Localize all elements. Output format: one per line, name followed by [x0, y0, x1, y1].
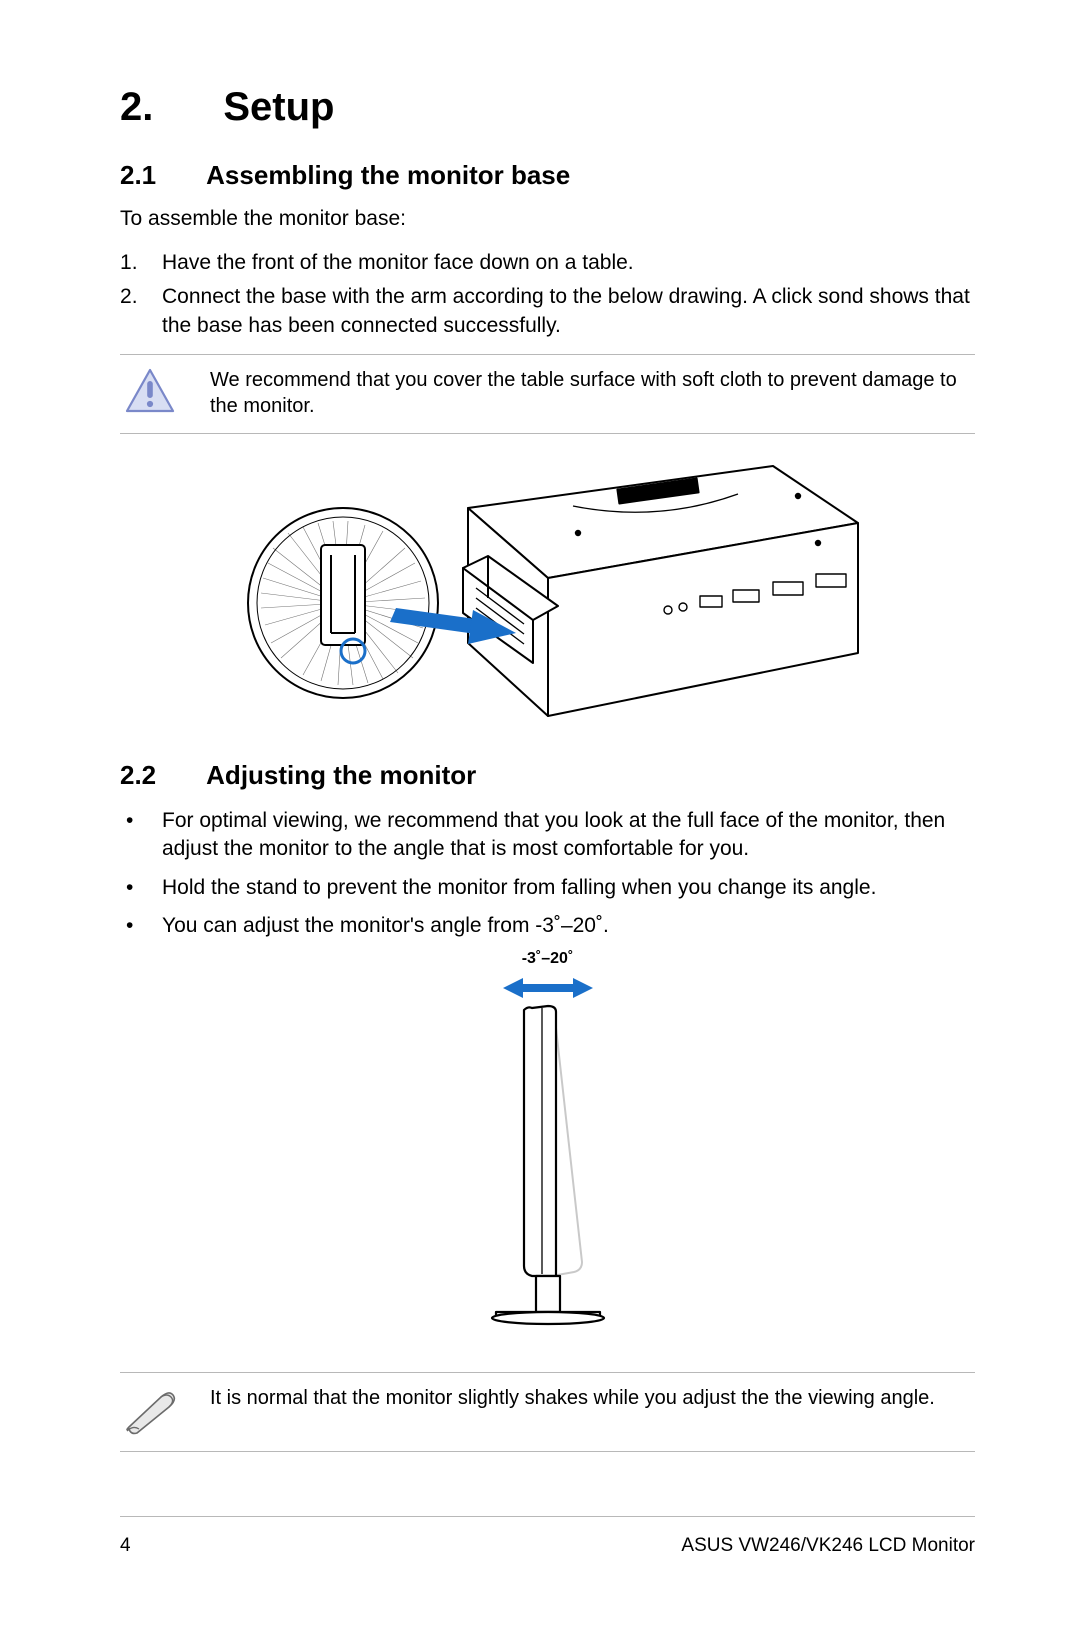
section-number: 2.1	[120, 160, 156, 191]
adjust-bullets: For optimal viewing, we recommend that y…	[120, 807, 975, 940]
section1-intro: To assemble the monitor base:	[120, 207, 975, 231]
note-callout: It is normal that the monitor slightly s…	[120, 1372, 975, 1452]
note-icon	[120, 1385, 180, 1437]
figure-base-assembly	[120, 448, 975, 738]
section-heading-2-2: 2.2 Adjusting the monitor	[120, 760, 975, 791]
assembly-steps: Have the front of the monitor face down …	[120, 249, 975, 340]
doc-title: ASUS VW246/VK246 LCD Monitor	[681, 1535, 975, 1557]
step-1: Have the front of the monitor face down …	[120, 249, 975, 277]
chapter-title: Setup	[223, 85, 334, 130]
chapter-heading: 2. Setup	[120, 85, 975, 130]
section-title: Adjusting the monitor	[206, 760, 476, 791]
section-title: Assembling the monitor base	[206, 160, 570, 191]
section-heading-2-1: 2.1 Assembling the monitor base	[120, 160, 975, 191]
section-number: 2.2	[120, 760, 156, 791]
page-number: 4	[120, 1535, 131, 1557]
bullet-2: Hold the stand to prevent the monitor fr…	[120, 874, 975, 902]
chapter-number: 2.	[120, 85, 153, 130]
bullet-3: You can adjust the monitor's angle from …	[120, 912, 975, 940]
tilt-angle-label: -3˚–20˚	[120, 950, 975, 968]
caution-icon	[120, 367, 180, 415]
caution-text: We recommend that you cover the table su…	[210, 367, 975, 419]
page-footer: 4 ASUS VW246/VK246 LCD Monitor	[120, 1516, 975, 1557]
bullet-1: For optimal viewing, we recommend that y…	[120, 807, 975, 864]
figure-tilt-angle	[120, 970, 975, 1350]
step-2: Connect the base with the arm according …	[120, 283, 975, 340]
note-text: It is normal that the monitor slightly s…	[210, 1385, 975, 1411]
caution-callout: We recommend that you cover the table su…	[120, 354, 975, 434]
